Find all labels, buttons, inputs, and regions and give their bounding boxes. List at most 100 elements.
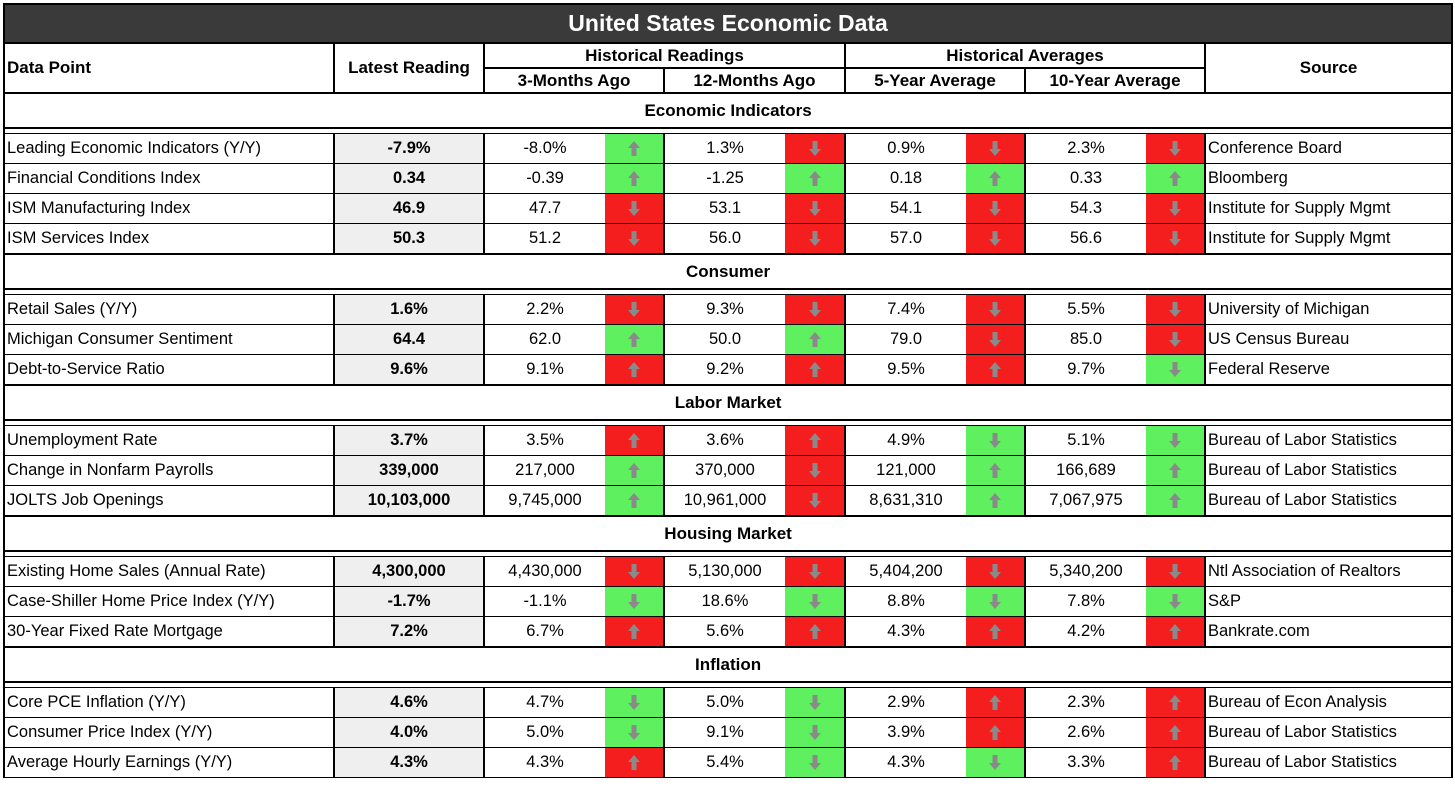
data-point-name: ISM Manufacturing Index <box>3 193 335 224</box>
5-year-value: 4.9% <box>844 425 966 456</box>
table-row: Unemployment Rate 3.7% 3.5% 3.6% 4.9% 5.1% Bur… <box>3 425 1454 456</box>
section-header: Labor Market <box>2 384 1454 421</box>
section-header: Housing Market <box>2 515 1454 552</box>
arrow-down-icon <box>605 586 665 617</box>
3-months-value: 9.1% <box>483 354 605 386</box>
10-year-value: 54.3 <box>1024 193 1146 224</box>
3-months-value: -1.1% <box>483 586 605 617</box>
latest-reading: 10,103,000 <box>334 485 485 517</box>
table-row: Existing Home Sales (Annual Rate) 4,300,0… <box>3 556 1454 587</box>
section-title: Labor Market <box>2 384 1454 421</box>
5-year-value: 8,631,310 <box>844 485 966 517</box>
arrow-down-icon <box>785 747 846 778</box>
source-name: Bloomberg <box>1205 163 1454 194</box>
arrow-up-icon <box>605 425 665 456</box>
arrow-up-icon <box>785 324 846 355</box>
data-point-name: Existing Home Sales (Annual Rate) <box>3 556 335 587</box>
arrow-down-icon <box>1146 556 1206 587</box>
5-year-value: 0.18 <box>844 163 966 194</box>
arrow-down-icon <box>1146 193 1206 224</box>
arrow-down-icon <box>966 133 1026 164</box>
arrow-up-icon <box>605 133 665 164</box>
3-months-value: 217,000 <box>483 455 605 486</box>
10-year-value: 56.6 <box>1024 223 1146 255</box>
arrow-down-icon <box>1146 133 1206 164</box>
table-row: Debt-to-Service Ratio 9.6% 9.1% 9.2% 9.5% 9.7… <box>3 354 1454 386</box>
source-name: Bureau of Labor Statistics <box>1205 717 1454 748</box>
data-point-name: Retail Sales (Y/Y) <box>3 294 335 325</box>
arrow-up-icon <box>605 163 665 194</box>
table-body: Economic Indicators Leading Economic Indi… <box>2 92 1454 778</box>
data-point-name: Leading Economic Indicators (Y/Y) <box>3 133 335 164</box>
latest-reading: 1.6% <box>334 294 485 325</box>
arrow-down-icon <box>785 455 846 486</box>
section-header: Inflation <box>2 646 1454 683</box>
spacer-cell <box>2 682 1454 688</box>
table-row: Financial Conditions Index 0.34 -0.39 -1.25… <box>3 163 1454 194</box>
12-months-value: 5.4% <box>663 747 785 778</box>
table-row: Core PCE Inflation (Y/Y) 4.6% 4.7% 5.0% 2.9%… <box>3 687 1454 718</box>
arrow-down-icon <box>785 223 846 255</box>
data-point-name: Core PCE Inflation (Y/Y) <box>3 687 335 718</box>
arrow-down-icon <box>605 556 665 587</box>
spacer-cell <box>2 420 1454 426</box>
3-months-value: 3.5% <box>483 425 605 456</box>
3-months-value: 9,745,000 <box>483 485 605 517</box>
3-months-value: 51.2 <box>483 223 605 255</box>
10-year-value: 2.3% <box>1024 687 1146 718</box>
data-point-name: Change in Nonfarm Payrolls <box>3 455 335 486</box>
latest-reading: 4.0% <box>334 717 485 748</box>
10-year-value: 5.1% <box>1024 425 1146 456</box>
section-header: Economic Indicators <box>2 92 1454 129</box>
arrow-up-icon <box>966 616 1026 648</box>
section-spacer <box>2 420 1454 426</box>
source-name: University of Michigan <box>1205 294 1454 325</box>
source-name: US Census Bureau <box>1205 324 1454 355</box>
data-point-name: 30-Year Fixed Rate Mortgage <box>3 616 335 648</box>
arrow-down-icon <box>785 133 846 164</box>
latest-reading: 3.7% <box>334 425 485 456</box>
data-point-name: ISM Services Index <box>3 223 335 255</box>
arrow-up-icon <box>966 717 1026 748</box>
3-months-value: 6.7% <box>483 616 605 648</box>
economic-data-table: United States Economic Data Data Point L… <box>2 3 1454 778</box>
10-year-value: 0.33 <box>1024 163 1146 194</box>
arrow-up-icon <box>785 354 846 386</box>
header-source: Source <box>1203 42 1454 94</box>
table-row: Average Hourly Earnings (Y/Y) 4.3% 4.3% 5.4… <box>3 747 1454 778</box>
arrow-down-icon <box>1146 294 1206 325</box>
10-year-value: 5.5% <box>1024 294 1146 325</box>
section-spacer <box>2 128 1454 134</box>
arrow-down-icon <box>966 193 1026 224</box>
5-year-value: 79.0 <box>844 324 966 355</box>
arrow-down-icon <box>1146 324 1206 355</box>
table-row: ISM Manufacturing Index 46.9 47.7 53.1 54.1 5… <box>3 193 1454 224</box>
table-row: JOLTS Job Openings 10,103,000 9,745,000 10,… <box>3 485 1454 517</box>
arrow-up-icon <box>1146 747 1206 778</box>
3-months-value: -8.0% <box>483 133 605 164</box>
arrow-up-icon <box>966 354 1026 386</box>
table-row: ISM Services Index 50.3 51.2 56.0 57.0 56.6 In… <box>3 223 1454 255</box>
data-point-name: JOLTS Job Openings <box>3 485 335 517</box>
arrow-up-icon <box>605 616 665 648</box>
5-year-value: 5,404,200 <box>844 556 966 587</box>
5-year-value: 0.9% <box>844 133 966 164</box>
source-name: Bureau of Econ Analysis <box>1205 687 1454 718</box>
arrow-down-icon <box>1146 223 1206 255</box>
12-months-value: 9.2% <box>663 354 785 386</box>
arrow-up-icon <box>785 425 846 456</box>
header-historical-readings: Historical Readings <box>483 42 846 69</box>
arrow-down-icon <box>605 294 665 325</box>
3-months-value: 4.7% <box>483 687 605 718</box>
5-year-value: 54.1 <box>844 193 966 224</box>
12-months-value: -1.25 <box>663 163 785 194</box>
arrow-down-icon <box>966 324 1026 355</box>
3-months-value: -0.39 <box>483 163 605 194</box>
table-row: Leading Economic Indicators (Y/Y) -7.9% -8… <box>3 133 1454 164</box>
arrow-down-icon <box>605 717 665 748</box>
arrow-up-icon <box>1146 687 1206 718</box>
table-row: Change in Nonfarm Payrolls 339,000 217,000… <box>3 455 1454 486</box>
table-row: Retail Sales (Y/Y) 1.6% 2.2% 9.3% 7.4% 5.5% Un… <box>3 294 1454 325</box>
section-title: Economic Indicators <box>2 92 1454 129</box>
arrow-down-icon <box>966 747 1026 778</box>
